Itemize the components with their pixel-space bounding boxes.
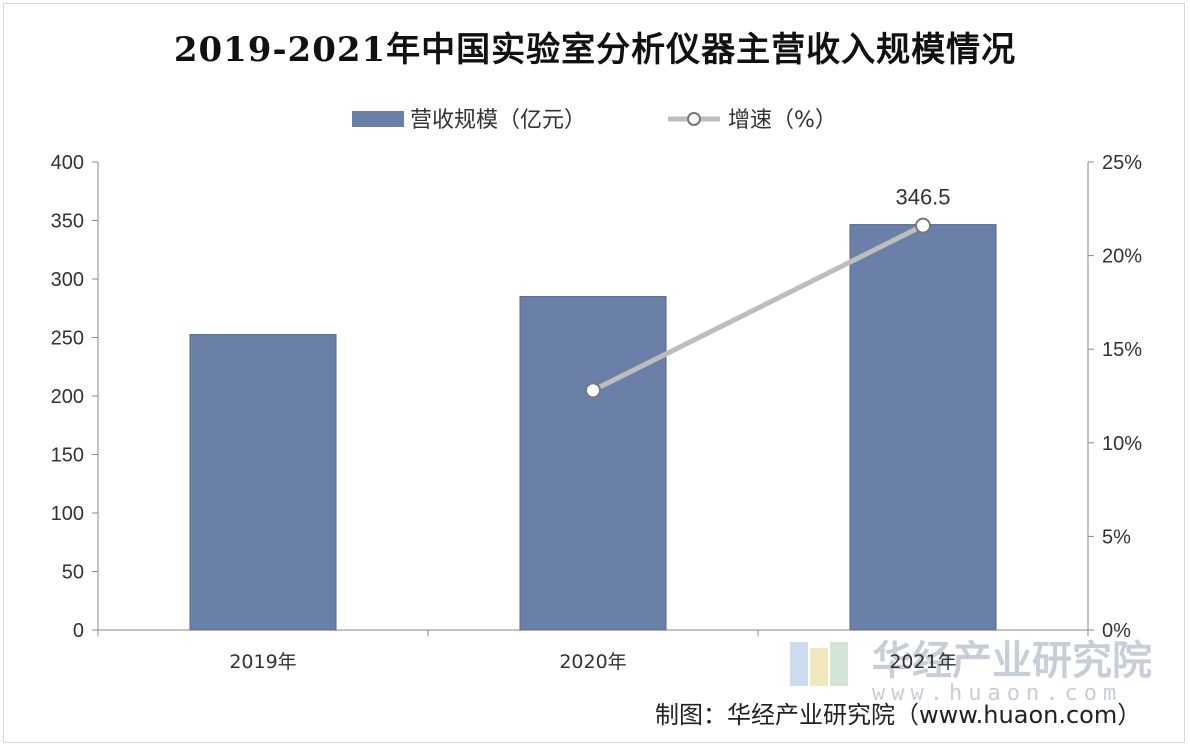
data-label: 346.5	[895, 185, 950, 210]
y-left-tick-label: 400	[51, 152, 84, 174]
y-left-tick-label: 150	[51, 445, 84, 467]
legend-bar-swatch	[352, 111, 404, 127]
line-series	[585, 217, 931, 399]
y-left-tick-label: 350	[51, 211, 84, 233]
bar-series	[189, 224, 997, 631]
y-right-tick-label: 20%	[1102, 246, 1142, 268]
y-left-tick-label: 250	[51, 328, 84, 350]
watermark-logo-block-2	[810, 648, 828, 686]
watermark-logo-block-1	[790, 642, 808, 686]
bar	[189, 334, 337, 631]
y-right-tick-label: 10%	[1102, 433, 1142, 455]
legend: 营收规模（亿元） 增速（%）	[352, 108, 837, 133]
bar	[849, 224, 997, 631]
x-tick-label: 2020年	[559, 651, 626, 673]
legend-bar-label: 营收规模（亿元）	[410, 108, 586, 133]
chart-title: 2019-2021年中国实验室分析仪器主营收入规模情况	[173, 30, 1017, 70]
y-left-tick-label: 100	[51, 503, 84, 525]
y-right-tick-label: 0%	[1102, 620, 1131, 642]
x-tick-label: 2021年	[889, 651, 956, 673]
y-right-tick-label: 5%	[1102, 526, 1131, 548]
y-left-tick-label: 0	[73, 620, 84, 642]
legend-line-marker	[687, 112, 701, 126]
y-left-tick-label: 200	[51, 386, 84, 408]
x-tick-label: 2019年	[229, 651, 296, 673]
bar	[519, 296, 667, 631]
growth-marker	[585, 382, 601, 399]
data-labels: 346.5	[895, 185, 950, 210]
y-left-tick-label: 300	[51, 269, 84, 291]
watermark-logo-block-3	[830, 642, 848, 686]
growth-marker	[915, 217, 931, 234]
axes: 0 50 100 150 200 250 300 350 400 0% 5% 10% 15% 20% 25%…	[51, 152, 1143, 673]
legend-line-label: 增速（%）	[728, 108, 837, 133]
y-right-tick-label: 15%	[1102, 339, 1142, 361]
watermark-url: www.huaon.com	[872, 681, 1122, 706]
watermark-name: 华经产业研究院	[872, 638, 1152, 684]
growth-line	[591, 223, 925, 393]
chart-frame	[3, 3, 1185, 743]
y-right-tick-label: 25%	[1102, 152, 1142, 174]
source-credit: 制图：华经产业研究院（www.huaon.com）	[655, 701, 1142, 729]
y-left-tick-label: 50	[62, 562, 84, 584]
